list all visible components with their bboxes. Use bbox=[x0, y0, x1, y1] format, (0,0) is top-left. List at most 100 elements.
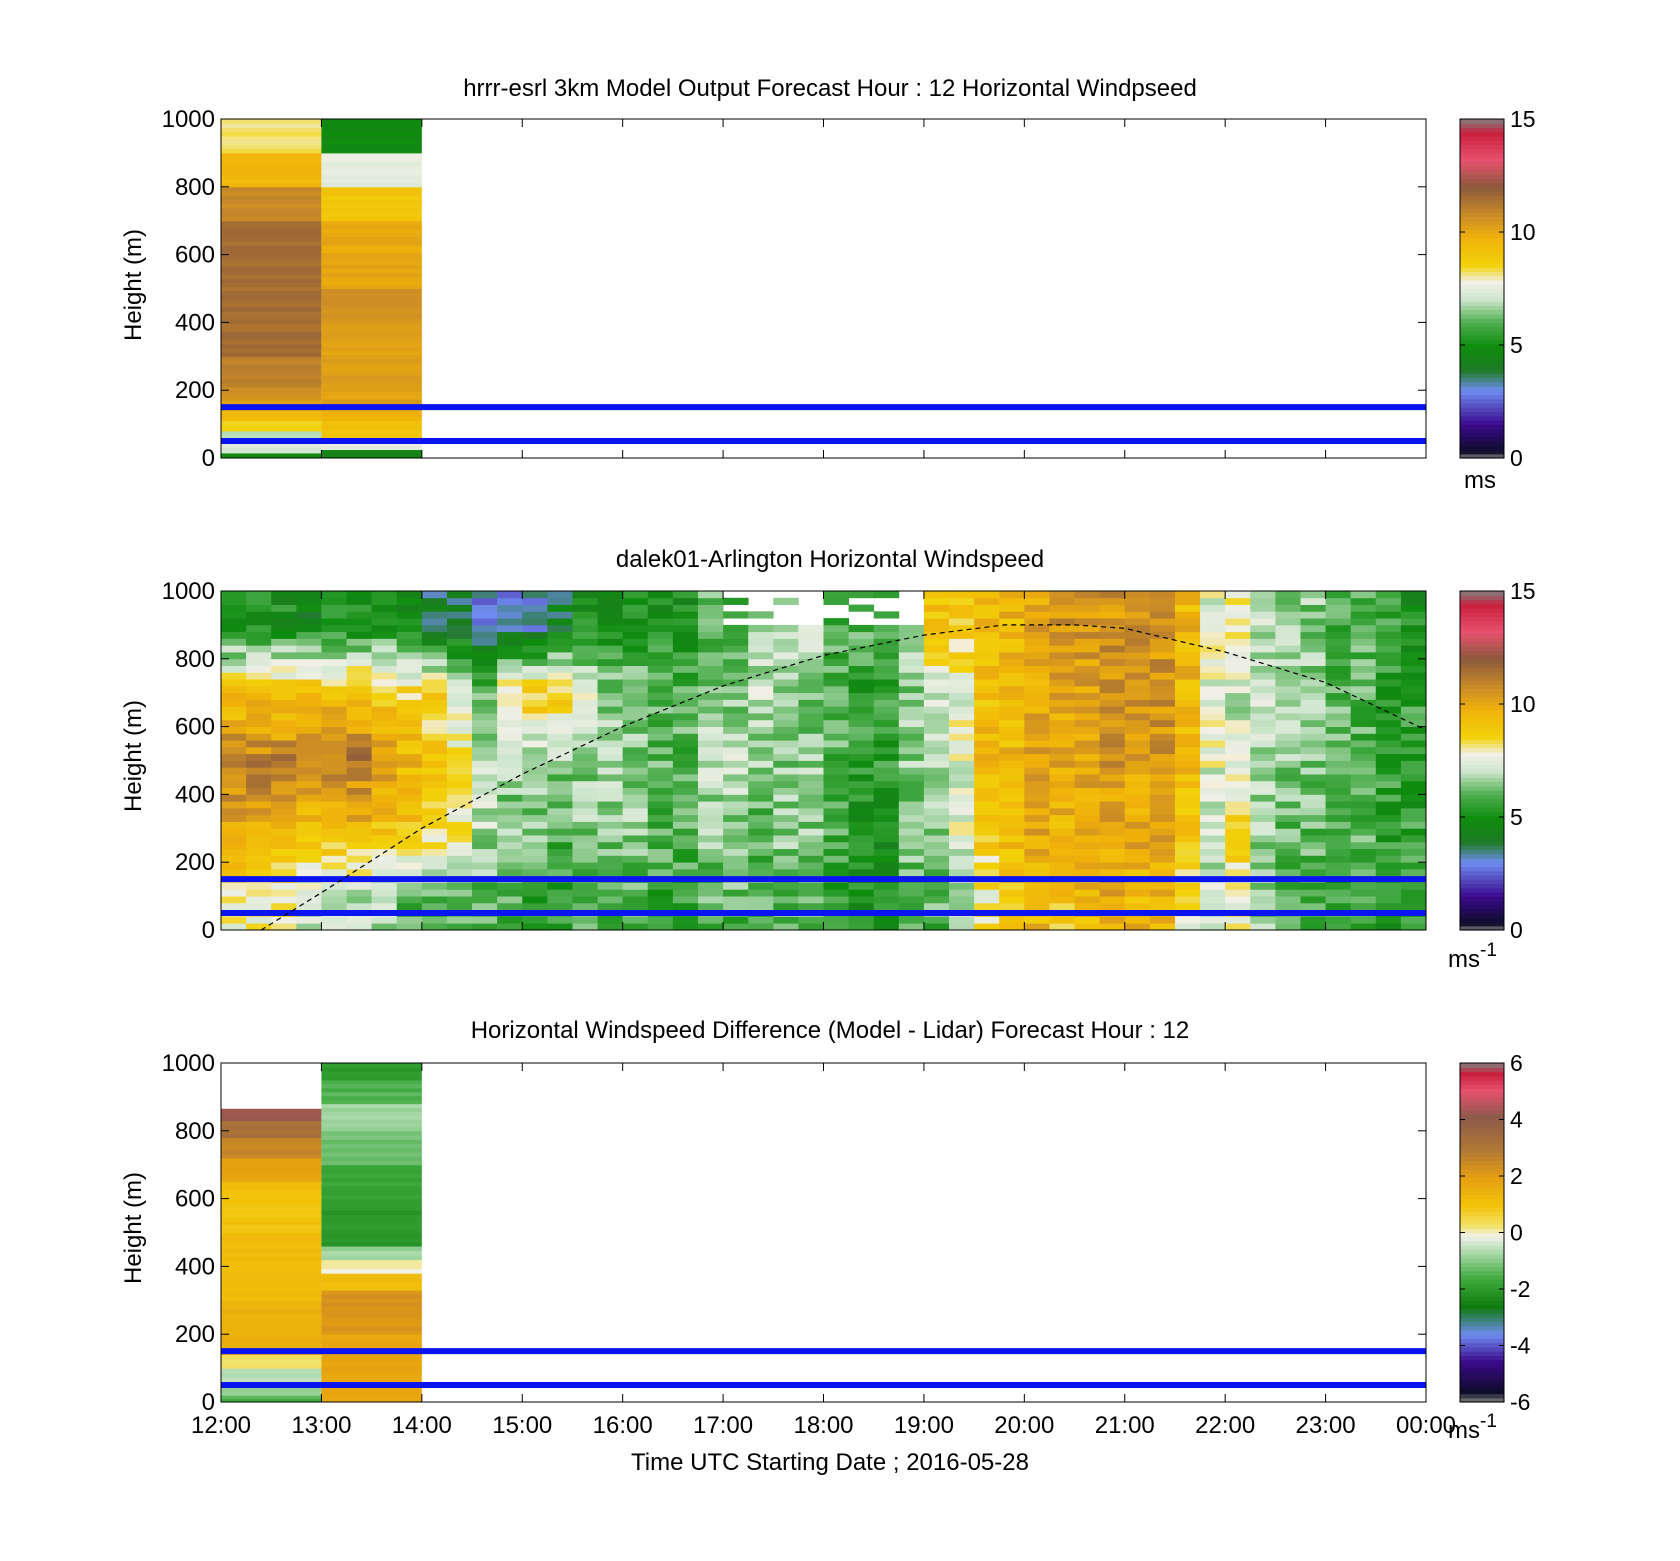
heatmap-cell bbox=[1099, 672, 1126, 680]
heatmap-cell bbox=[748, 658, 774, 666]
heatmap-cell bbox=[597, 760, 624, 768]
heatmap-cell bbox=[396, 719, 423, 727]
heatmap-cell bbox=[823, 841, 850, 850]
heatmap-cell bbox=[1225, 740, 1251, 748]
heatmap-cell bbox=[421, 882, 448, 890]
heatmap-cell bbox=[1174, 807, 1201, 816]
heatmap-cell bbox=[1024, 794, 1050, 802]
heatmap-cell bbox=[798, 665, 824, 673]
heatmap-cell bbox=[873, 868, 900, 877]
heatmap-cell bbox=[597, 828, 624, 836]
heatmap-cell bbox=[1200, 868, 1226, 877]
heatmap-cell bbox=[497, 821, 523, 829]
heatmap-cell bbox=[321, 1168, 422, 1174]
heatmap-cell bbox=[547, 624, 573, 633]
heatmap-cell bbox=[898, 889, 925, 897]
heatmap-cell bbox=[1350, 902, 1377, 911]
heatmap-cell bbox=[898, 733, 925, 741]
heatmap-cell bbox=[221, 123, 322, 128]
heatmap-cell bbox=[999, 794, 1025, 802]
heatmap-cell bbox=[1074, 774, 1101, 782]
heatmap-cell bbox=[1375, 719, 1402, 727]
heatmap-cell bbox=[497, 611, 523, 619]
heatmap-cell bbox=[321, 902, 347, 911]
heatmap-cell bbox=[697, 726, 724, 734]
heatmap-cell bbox=[873, 740, 900, 748]
colorbar-swatch bbox=[1460, 1355, 1504, 1361]
heatmap-cell bbox=[1200, 665, 1226, 673]
heatmap-cell bbox=[923, 794, 950, 802]
heatmap-cell bbox=[1275, 841, 1301, 850]
heatmap-cell bbox=[522, 692, 548, 700]
heatmap-cell bbox=[547, 719, 573, 727]
heatmap-cell bbox=[672, 794, 699, 802]
heatmap-cell bbox=[246, 591, 272, 599]
heatmap-cell bbox=[572, 916, 598, 924]
heatmap-cell bbox=[597, 692, 624, 700]
heatmap-cell bbox=[1124, 719, 1151, 727]
colorbar-swatch bbox=[1460, 373, 1504, 379]
heatmap-cell bbox=[999, 814, 1025, 822]
heatmap-cell bbox=[421, 774, 448, 782]
heatmap-cell bbox=[1174, 699, 1201, 707]
heatmap-cell bbox=[923, 753, 950, 761]
lidar-colorbar-unit: ms-1 bbox=[1448, 940, 1497, 973]
heatmap-cell bbox=[1400, 828, 1427, 836]
heatmap-cell bbox=[321, 284, 422, 289]
heatmap-cell bbox=[547, 685, 573, 694]
heatmap-cell bbox=[1149, 597, 1176, 605]
heatmap-cell bbox=[1325, 828, 1352, 836]
heatmap-cell bbox=[497, 665, 523, 673]
heatmap-cell bbox=[221, 1292, 322, 1297]
heatmap-cell bbox=[321, 1210, 422, 1215]
heatmap-cell bbox=[848, 665, 875, 673]
heatmap-cell bbox=[1225, 760, 1251, 768]
heatmap-cell bbox=[1300, 604, 1326, 612]
heatmap-cell bbox=[271, 889, 297, 897]
heatmap-cell bbox=[1375, 740, 1402, 748]
heatmap-cell bbox=[321, 1107, 422, 1112]
heatmap-cell bbox=[1325, 631, 1352, 639]
heatmap-cell bbox=[572, 719, 598, 727]
heatmap-cell bbox=[923, 685, 950, 694]
heatmap-cell bbox=[246, 753, 272, 761]
colorbar-swatch bbox=[1460, 832, 1504, 838]
heatmap-cell bbox=[1350, 828, 1377, 836]
colorbar-swatch bbox=[1460, 449, 1504, 455]
heatmap-cell bbox=[221, 430, 322, 435]
heatmap-cell bbox=[1350, 848, 1377, 856]
heatmap-cell bbox=[1300, 638, 1326, 646]
heatmap-cell bbox=[572, 753, 598, 761]
heatmap-cell bbox=[622, 624, 649, 633]
heatmap-cell bbox=[723, 882, 749, 890]
heatmap-cell bbox=[446, 841, 473, 850]
heatmap-cell bbox=[1174, 685, 1201, 694]
heatmap-cell bbox=[396, 828, 423, 836]
heatmap-cell bbox=[647, 807, 674, 816]
heatmap-cell bbox=[1024, 882, 1050, 890]
heatmap-cell bbox=[472, 672, 498, 680]
heatmap-cell bbox=[221, 1300, 322, 1305]
heatmap-cell bbox=[1275, 774, 1301, 782]
heatmap-cell bbox=[949, 794, 975, 802]
heatmap-cell bbox=[823, 665, 850, 673]
heatmap-cell bbox=[1149, 618, 1176, 626]
heatmap-cell bbox=[221, 1333, 322, 1339]
heatmap-cell bbox=[1400, 760, 1427, 768]
heatmap-cell bbox=[597, 862, 624, 870]
heatmap-cell bbox=[1375, 733, 1402, 741]
heatmap-cell bbox=[472, 746, 498, 755]
heatmap-cell bbox=[221, 801, 247, 809]
heatmap-cell bbox=[723, 719, 749, 727]
colorbar-swatch bbox=[1460, 824, 1504, 829]
heatmap-cell bbox=[321, 453, 422, 459]
heatmap-cell bbox=[1149, 713, 1176, 721]
heatmap-cell bbox=[1225, 841, 1251, 850]
heatmap-cell bbox=[321, 378, 422, 384]
heatmap-cell bbox=[1099, 801, 1126, 809]
heatmap-cell bbox=[321, 1281, 422, 1287]
heatmap-cell bbox=[1099, 767, 1126, 775]
heatmap-cell bbox=[1275, 889, 1301, 897]
heatmap-cell bbox=[1350, 597, 1377, 605]
heatmap-cell bbox=[572, 794, 598, 802]
